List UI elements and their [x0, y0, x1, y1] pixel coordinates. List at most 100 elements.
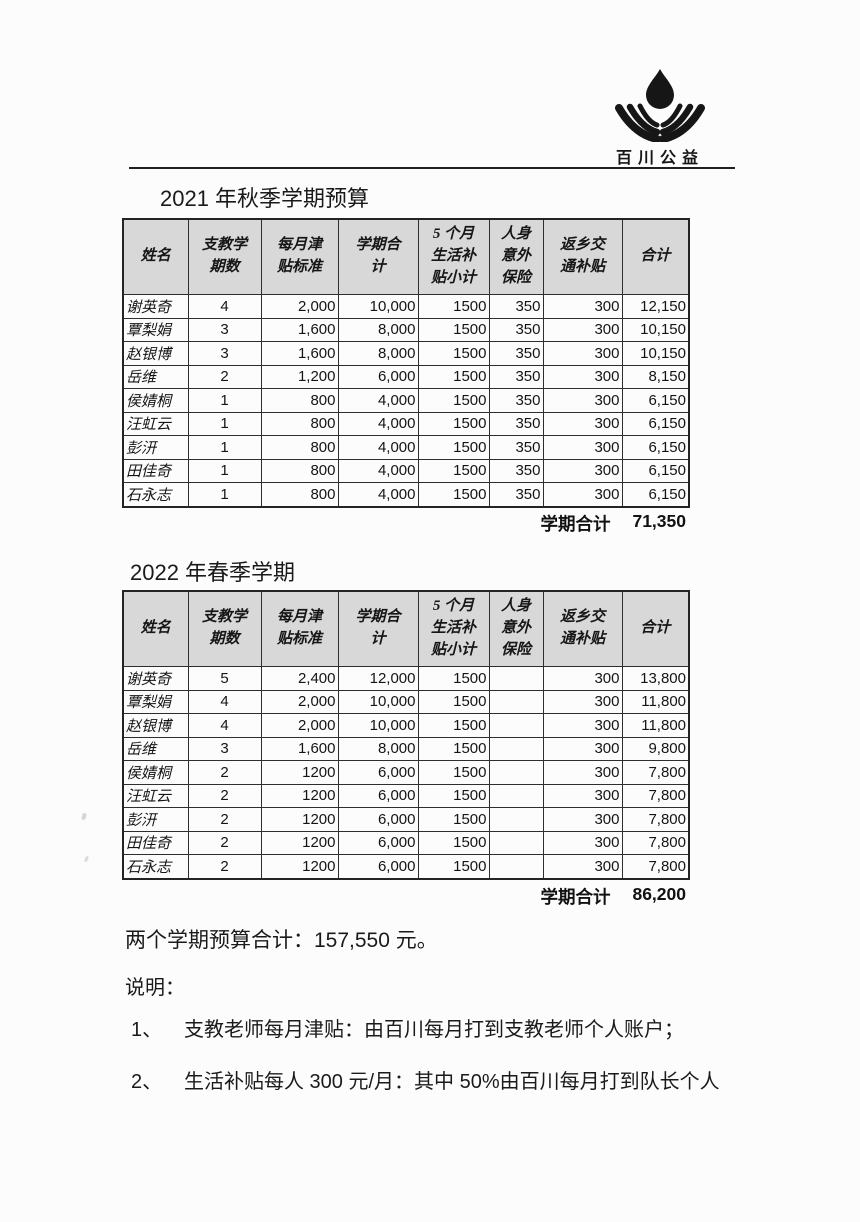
value-cell: 7,800: [621, 854, 690, 879]
value-cell: 6,000: [337, 364, 419, 389]
value-cell: 10,000: [337, 294, 419, 319]
name-cell: 赵银博: [122, 713, 189, 738]
note-number: 1、: [131, 1019, 163, 1041]
value-cell: 1500: [417, 689, 490, 714]
value-cell: 11,800: [621, 689, 690, 714]
value-cell: 350: [488, 411, 544, 436]
value-cell: 300: [542, 294, 623, 319]
value-cell: 1500: [417, 783, 490, 808]
value-cell: 1: [187, 411, 262, 436]
value-cell: 2: [187, 830, 262, 855]
column-header: 每月津贴标准: [260, 218, 339, 295]
value-cell: 350: [488, 458, 544, 483]
table-row: 田佳奇 2 1200 6,000 1500 300 7,800: [122, 830, 690, 855]
value-cell: 6,150: [621, 411, 690, 436]
name-cell: 谢英奇: [122, 666, 189, 691]
value-cell: 1500: [417, 666, 490, 691]
value-cell: 7,800: [621, 830, 690, 855]
value-cell: 300: [542, 783, 623, 808]
value-cell: 1: [187, 458, 262, 483]
value-cell: 11,800: [621, 713, 690, 738]
value-cell: 350: [488, 364, 544, 389]
table-row: 谢英奇 5 2,400 12,000 1500 300 13,800: [122, 666, 690, 691]
value-cell: 350: [488, 294, 544, 319]
section2-title: 2022 年春季学期: [130, 560, 296, 585]
value-cell: 300: [542, 482, 623, 507]
grand-total-line: 两个学期预算合计：157,550 元。: [125, 929, 438, 952]
value-cell: 300: [542, 435, 623, 460]
value-cell: 1500: [417, 411, 490, 436]
table-row: 石永志 1 800 4,000 1500 350 300 6,150: [122, 482, 690, 507]
note-item-1: 1、 支教老师每月津贴：由百川每月打到支教老师个人账户；: [131, 1013, 684, 1042]
value-cell: 1500: [417, 760, 490, 785]
value-cell: 7,800: [621, 807, 690, 832]
value-cell: 300: [542, 713, 623, 738]
value-cell: 1500: [417, 435, 490, 460]
header-divider: [129, 167, 735, 169]
table-row: 覃梨娟 4 2,000 10,000 1500 300 11,800: [122, 689, 690, 714]
column-header: 学期合计: [337, 590, 419, 667]
section2-total: 学期合计 86,200: [122, 884, 686, 909]
table-row: 侯婧桐 2 1200 6,000 1500 300 7,800: [122, 760, 690, 785]
table-row: 田佳奇 1 800 4,000 1500 350 300 6,150: [122, 458, 690, 483]
value-cell: 2,000: [260, 294, 339, 319]
value-cell: 7,800: [621, 783, 690, 808]
value-cell: 1200: [260, 807, 339, 832]
column-header: 返乡交通补贴: [542, 218, 623, 295]
value-cell: 300: [542, 760, 623, 785]
name-cell: 田佳奇: [122, 830, 189, 855]
column-header: 支教学期数: [187, 218, 262, 295]
value-cell: 3: [187, 317, 262, 342]
value-cell: 300: [542, 666, 623, 691]
name-cell: 赵银博: [122, 341, 189, 366]
value-cell: 2: [187, 364, 262, 389]
org-logo: 百川公益: [600, 68, 720, 168]
value-cell: 800: [260, 458, 339, 483]
value-cell: [488, 689, 544, 714]
value-cell: 2: [187, 760, 262, 785]
table-row: 岳维 3 1,600 8,000 1500 300 9,800: [122, 736, 690, 761]
column-header: 姓名: [122, 218, 189, 295]
value-cell: 300: [542, 388, 623, 413]
value-cell: 1,600: [260, 317, 339, 342]
value-cell: 3: [187, 341, 262, 366]
value-cell: [488, 807, 544, 832]
name-cell: 彭汧: [122, 435, 189, 460]
value-cell: 300: [542, 364, 623, 389]
value-cell: 6,150: [621, 435, 690, 460]
value-cell: 800: [260, 411, 339, 436]
table-row: 汪虹云 2 1200 6,000 1500 300 7,800: [122, 783, 690, 808]
value-cell: 6,000: [337, 760, 419, 785]
name-cell: 岳维: [122, 736, 189, 761]
value-cell: 1500: [417, 807, 490, 832]
table-row: 覃梨娟 3 1,600 8,000 1500 350 300 10,150: [122, 317, 690, 342]
value-cell: 1: [187, 388, 262, 413]
budget-table-2022-spring: 姓名 支教学期数 每月津贴标准 学期合计 5 个月生活补贴小计 人身意外保险 返乡交通补贴合…: [122, 590, 690, 880]
value-cell: 4,000: [337, 411, 419, 436]
value-cell: 350: [488, 317, 544, 342]
name-cell: 汪虹云: [122, 783, 189, 808]
value-cell: 300: [542, 854, 623, 879]
column-header: 人身意外保险: [488, 590, 544, 667]
note-text: 生活补贴每人 300 元/月：其中 50%由百川每月打到队长个人: [184, 1071, 720, 1093]
value-cell: 1200: [260, 783, 339, 808]
value-cell: 4,000: [337, 482, 419, 507]
table-row: 岳维 2 1,200 6,000 1500 350 300 8,150: [122, 364, 690, 389]
drop-and-leaves-icon: [615, 69, 705, 142]
value-cell: 13,800: [621, 666, 690, 691]
value-cell: 1200: [260, 760, 339, 785]
value-cell: 1500: [417, 388, 490, 413]
table-header-row: 姓名 支教学期数 每月津贴标准 学期合计 5 个月生活补贴小计 人身意外保险 返乡交通补贴合…: [122, 590, 690, 667]
value-cell: 8,000: [337, 341, 419, 366]
value-cell: 350: [488, 388, 544, 413]
value-cell: 2,400: [260, 666, 339, 691]
value-cell: 300: [542, 411, 623, 436]
value-cell: 10,000: [337, 689, 419, 714]
total-label: 学期合计: [540, 887, 611, 907]
value-cell: 300: [542, 341, 623, 366]
value-cell: 10,000: [337, 713, 419, 738]
value-cell: [488, 760, 544, 785]
scan-speck: [81, 812, 87, 821]
value-cell: 4: [187, 713, 262, 738]
